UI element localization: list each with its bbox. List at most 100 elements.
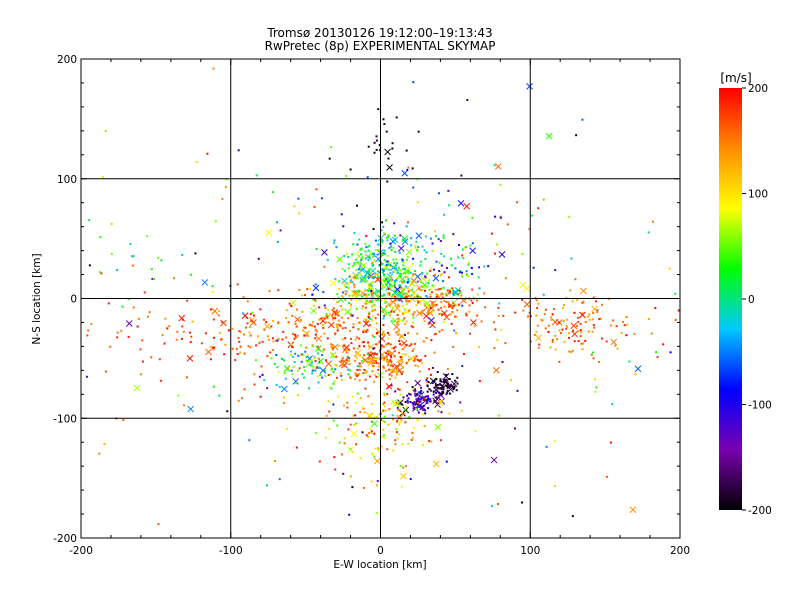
- echo-point: [390, 309, 393, 312]
- echo-point: [392, 449, 395, 452]
- echo-point: [385, 352, 388, 355]
- echo-point: [255, 344, 258, 347]
- echo-point: [462, 353, 465, 356]
- echo-point: [283, 401, 286, 404]
- echo-point: [386, 180, 389, 183]
- echo-point: [403, 308, 406, 311]
- echo-point: [605, 340, 608, 343]
- echo-point: [375, 343, 378, 346]
- echo-point: [373, 432, 376, 435]
- echo-point: [397, 296, 400, 299]
- echo-cross: [391, 289, 399, 297]
- echo-point: [406, 394, 409, 397]
- echo-point: [352, 414, 355, 417]
- echo-point: [451, 307, 454, 310]
- echo-point: [412, 316, 415, 319]
- echo-point: [294, 322, 297, 325]
- echo-point: [441, 384, 444, 387]
- echo-point: [409, 271, 412, 274]
- echo-point: [311, 298, 314, 301]
- echo-point: [446, 289, 449, 292]
- echo-point: [292, 355, 295, 358]
- echo-point: [376, 331, 379, 334]
- echo-point: [377, 313, 380, 316]
- echo-point: [411, 431, 414, 434]
- echo-point: [429, 269, 432, 272]
- echo-point: [352, 347, 355, 350]
- echo-point: [398, 299, 401, 302]
- echo-point: [426, 407, 429, 410]
- echo-point: [388, 293, 391, 296]
- echo-point: [347, 287, 350, 290]
- echo-point: [209, 358, 212, 361]
- echo-point: [121, 305, 124, 308]
- echo-point: [580, 331, 583, 334]
- echo-point: [426, 305, 429, 308]
- echo-point: [186, 299, 189, 302]
- echo-point: [383, 268, 386, 271]
- echo-point: [558, 360, 561, 363]
- echo-point: [559, 332, 562, 335]
- echo-point: [422, 340, 425, 343]
- echo-cross: [280, 385, 288, 393]
- echo-point: [404, 323, 407, 326]
- echo-point: [434, 332, 437, 335]
- echo-point: [371, 300, 374, 303]
- echo-point: [364, 387, 367, 390]
- echo-point: [270, 325, 273, 328]
- echo-point: [359, 265, 362, 268]
- echo-point: [576, 330, 579, 333]
- echo-point: [387, 235, 390, 238]
- echo-point: [332, 346, 335, 349]
- echo-point: [363, 354, 366, 357]
- echo-point: [440, 273, 443, 276]
- echo-point: [277, 337, 280, 340]
- echo-point: [430, 267, 433, 270]
- echo-point: [287, 321, 290, 324]
- echo-point: [295, 382, 298, 385]
- echo-point: [442, 388, 445, 391]
- echo-point: [355, 299, 358, 302]
- echo-point: [393, 281, 396, 284]
- echo-point: [450, 383, 453, 386]
- echo-point: [349, 448, 352, 451]
- echo-point: [389, 242, 392, 245]
- echo-point: [401, 443, 404, 446]
- echo-point: [371, 309, 374, 312]
- echo-point: [388, 333, 391, 336]
- echo-point: [528, 228, 531, 231]
- echo-point: [353, 290, 356, 293]
- echo-point: [306, 332, 309, 335]
- echo-cross: [211, 307, 219, 315]
- echo-point: [321, 354, 324, 357]
- echo-point: [251, 311, 254, 314]
- echo-point: [390, 306, 393, 309]
- echo-point: [440, 264, 443, 267]
- echo-point: [373, 151, 376, 154]
- echo-point: [565, 324, 568, 327]
- echo-point: [380, 418, 383, 421]
- echo-point: [438, 387, 441, 390]
- echo-point: [366, 328, 369, 331]
- echo-point: [180, 337, 183, 340]
- echo-point: [438, 287, 441, 290]
- echo-point: [396, 420, 399, 423]
- echo-cross: [330, 279, 337, 287]
- echo-point: [383, 333, 386, 336]
- echo-point: [413, 311, 416, 314]
- echo-point: [674, 318, 677, 321]
- echo-point: [347, 428, 350, 431]
- echo-point: [300, 353, 303, 356]
- echo-point: [359, 248, 362, 251]
- echo-point: [451, 373, 454, 376]
- echo-point: [291, 373, 294, 376]
- echo-point: [396, 261, 399, 264]
- echo-point: [390, 371, 393, 374]
- echo-cross: [401, 169, 409, 177]
- echo-point: [333, 241, 336, 244]
- echo-point: [397, 303, 400, 306]
- echo-point: [414, 389, 417, 392]
- echo-point: [294, 352, 297, 355]
- echo-point: [258, 341, 261, 344]
- echo-point: [458, 289, 461, 292]
